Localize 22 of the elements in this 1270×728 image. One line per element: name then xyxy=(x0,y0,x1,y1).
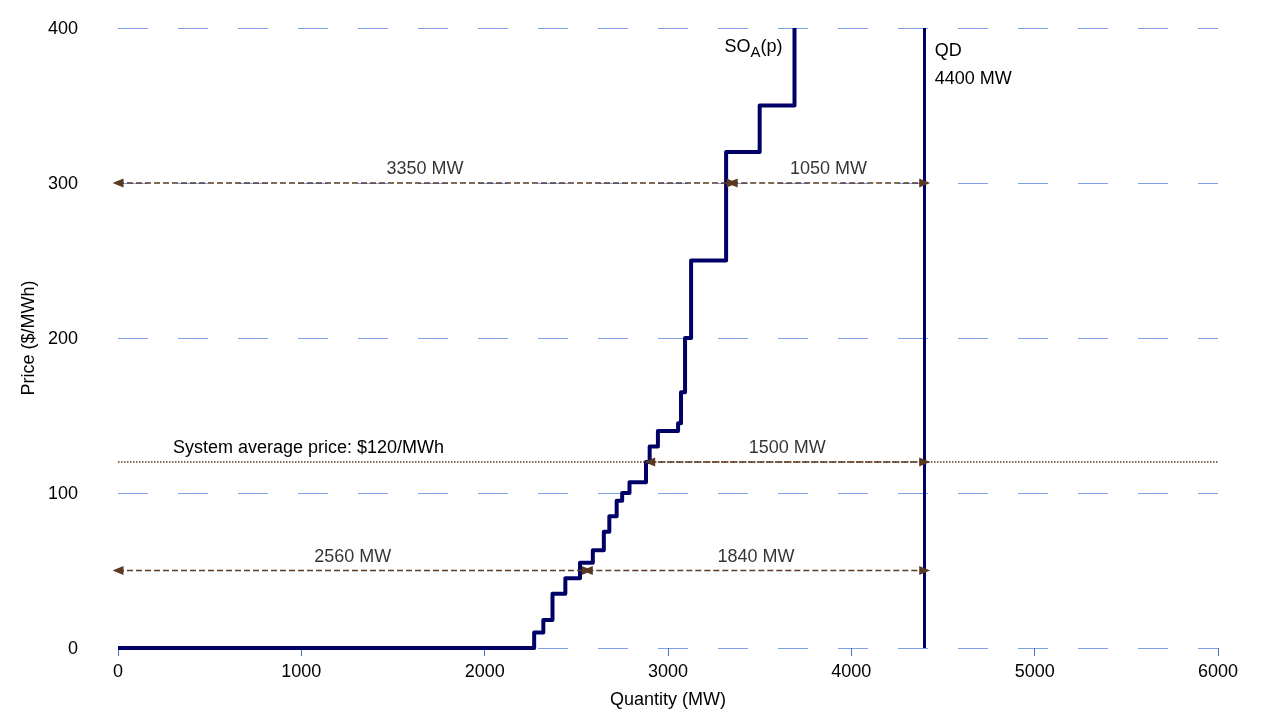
series-label: 1050 MW xyxy=(789,158,867,178)
series-label: 1500 MW xyxy=(748,437,826,457)
ref-line-label: System average price: $120/MWh xyxy=(173,437,445,457)
x-tick-label: 4000 xyxy=(831,661,872,681)
x-tick-label: 3000 xyxy=(647,661,689,681)
x-tick-label: 5000 xyxy=(1014,661,1055,681)
series-label: SO$_{A}$(p) xyxy=(723,36,783,60)
series-label: 3350 MW xyxy=(386,158,464,178)
x-tick-label: 2000 xyxy=(464,661,505,681)
y-axis-title: Price ($/MWh) xyxy=(18,280,39,396)
x-axis-title: Quantity (MW) xyxy=(609,689,727,709)
x-tick-label: 6000 xyxy=(1197,661,1239,681)
y-tick-label: 400 xyxy=(47,18,78,38)
ref-line-label: QD 4400 MW xyxy=(934,40,1012,88)
y-tick-label: 200 xyxy=(47,328,78,348)
series-label: 1840 MW xyxy=(717,545,795,566)
series-label: 2560 MW xyxy=(314,545,392,566)
x-tick-label: 1000 xyxy=(281,661,322,681)
x-tick-label: 0 xyxy=(112,661,124,681)
y-tick-label: 0 xyxy=(67,638,78,658)
y-tick-label: 300 xyxy=(47,173,78,193)
y-tick-label: 100 xyxy=(47,483,78,503)
